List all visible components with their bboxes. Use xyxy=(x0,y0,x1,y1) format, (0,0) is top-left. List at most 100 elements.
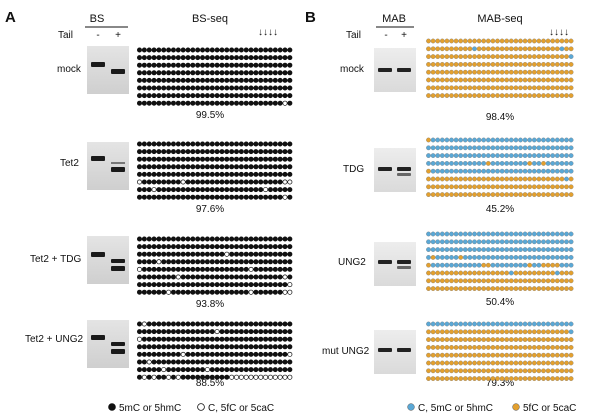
dot-open xyxy=(458,247,464,252)
dot-open xyxy=(426,153,431,158)
dot-filled xyxy=(258,77,264,83)
dot-filled xyxy=(190,359,196,365)
percent-a-1: 97.6% xyxy=(196,204,224,215)
percent-a-0: 99.5% xyxy=(196,110,224,121)
dot-filled xyxy=(161,282,167,288)
dot-filled xyxy=(141,289,147,295)
dot-open xyxy=(554,255,560,260)
dot-filled xyxy=(531,329,537,335)
dot-open xyxy=(554,145,560,151)
dot-filled xyxy=(185,187,191,193)
dot-filled xyxy=(536,286,542,291)
dot-filled xyxy=(161,62,167,68)
dot-filled xyxy=(137,47,143,53)
dot-open xyxy=(531,321,537,327)
dot-filled xyxy=(234,55,240,61)
dot-filled xyxy=(508,337,514,342)
dot-filled xyxy=(219,321,225,327)
dot-filled xyxy=(426,69,431,75)
dot-filled xyxy=(166,236,172,242)
dot-filled xyxy=(430,62,436,67)
dot-filled xyxy=(536,176,542,182)
dot-filled xyxy=(234,321,240,327)
dot-open xyxy=(490,239,496,245)
dot-filled xyxy=(161,336,167,342)
dot-open xyxy=(550,239,556,245)
dot-filled xyxy=(541,62,546,67)
dot-filled xyxy=(258,141,264,147)
dot-filled xyxy=(449,192,454,197)
dot-filled xyxy=(185,236,191,242)
dot-filled xyxy=(435,85,441,91)
dot-filled xyxy=(214,47,220,53)
dot-filled xyxy=(243,251,249,257)
dot-filled xyxy=(248,321,254,327)
dot-filled xyxy=(229,171,235,177)
dot-open xyxy=(541,231,546,237)
dot-filled xyxy=(504,77,510,83)
dot-filled xyxy=(258,47,264,53)
dot-filled xyxy=(248,55,254,61)
dot-open xyxy=(449,239,454,245)
dot-filled xyxy=(204,85,210,91)
dot-filled xyxy=(458,62,464,67)
dot-filled xyxy=(504,278,510,284)
dot-filled xyxy=(444,46,450,52)
dot-filled xyxy=(204,259,210,265)
dot-filled xyxy=(258,55,264,61)
dot-filled xyxy=(267,179,273,185)
dot-filled xyxy=(550,46,556,52)
dot-open xyxy=(481,168,487,174)
dot-filled xyxy=(267,336,273,342)
dot-filled xyxy=(161,359,167,365)
dot-filled xyxy=(426,168,431,174)
dot-filled xyxy=(439,376,445,381)
dot-filled xyxy=(214,351,220,357)
dot-open xyxy=(550,255,556,260)
dot-filled xyxy=(137,100,143,106)
dot-filled xyxy=(449,329,454,335)
dot-filled xyxy=(287,70,293,76)
dot-filled xyxy=(490,368,496,374)
dot-filled xyxy=(513,184,519,190)
dot-filled xyxy=(287,171,293,177)
dot-filled xyxy=(214,259,220,265)
dot-filled xyxy=(541,161,546,166)
dot-open xyxy=(439,321,445,327)
dot-filled xyxy=(272,251,278,257)
dot-filled xyxy=(536,337,542,342)
dot-filled xyxy=(209,359,215,365)
panel-b-tail-plus: + xyxy=(401,30,407,41)
dot-filled xyxy=(229,329,235,335)
dot-filled xyxy=(137,156,143,162)
dot-filled xyxy=(224,321,230,327)
dot-filled xyxy=(504,85,510,91)
dot-filled xyxy=(238,321,244,327)
dot-open xyxy=(481,137,487,143)
dot-open xyxy=(426,255,431,260)
dot-filled xyxy=(485,93,491,98)
dot-filled xyxy=(277,274,283,280)
dot-filled xyxy=(219,77,225,83)
dot-filled xyxy=(282,85,288,91)
dot-filled xyxy=(224,359,230,365)
dot-filled xyxy=(485,337,491,342)
dot-filled xyxy=(137,171,143,177)
dot-open xyxy=(282,289,288,295)
dot-filled xyxy=(137,321,143,327)
dot-filled xyxy=(253,236,259,242)
dot-filled xyxy=(137,367,143,373)
dot-filled xyxy=(518,184,523,190)
dot-filled xyxy=(453,38,459,44)
dot-filled xyxy=(137,187,143,193)
dot-filled xyxy=(209,171,215,177)
dot-filled xyxy=(258,236,264,242)
dot-filled xyxy=(224,55,230,61)
dot-filled xyxy=(146,179,152,185)
dot-filled xyxy=(287,85,293,91)
dot-filled xyxy=(185,77,191,83)
dot-filled xyxy=(453,54,459,59)
dot-filled xyxy=(195,194,201,200)
dot-filled xyxy=(554,278,560,284)
dot-filled xyxy=(263,336,269,342)
